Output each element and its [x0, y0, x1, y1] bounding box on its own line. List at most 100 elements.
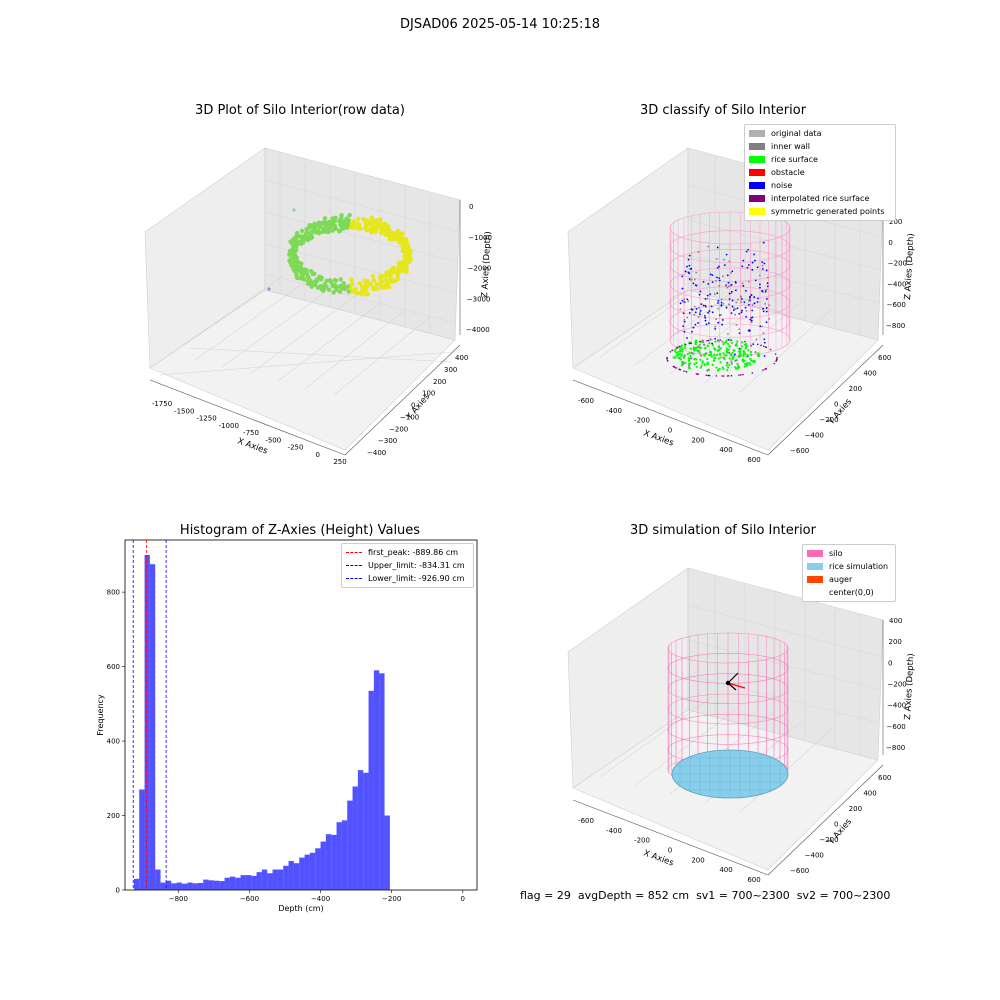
legend-swatch: [749, 156, 765, 163]
histogram-bar: [176, 882, 182, 890]
histogram-ytick: 600: [107, 663, 120, 671]
legend-line-swatch: [346, 552, 362, 553]
raw-floor-pane: [149, 289, 456, 451]
histogram-bar: [277, 869, 284, 890]
histogram-bar: [331, 834, 337, 890]
raw-grid: [159, 152, 460, 396]
legend-label: noise: [771, 181, 793, 190]
histogram-bars: [133, 554, 390, 890]
histogram-bar: [309, 852, 316, 890]
histogram-xlabel: Depth (cm): [278, 904, 323, 913]
sv2-value: sv2 = 700~2300: [796, 889, 891, 902]
z-tick-label: 200: [889, 218, 902, 226]
legend-label: silo: [829, 549, 843, 558]
legend-entry: symmetric generated points: [749, 205, 891, 218]
rice-simulation-mesh: [672, 750, 788, 798]
raw-3d-axes: -1750-1500-1250-1000 -750 -500 -250 0 250 400 3…: [144, 147, 493, 466]
histogram-bar: [272, 869, 278, 890]
legend-label: center(0,0): [829, 588, 874, 597]
legend-label: first_peak: -889.86 cm: [368, 548, 459, 557]
x-tick-label: -500: [265, 436, 281, 444]
legend-entry: rice simulation: [807, 560, 891, 573]
z-tick-label: 0: [888, 239, 892, 247]
legend-label: rice simulation: [829, 562, 889, 571]
simulation-3d-axes: -600-400-20002004006006004002000−200−400…: [567, 567, 916, 884]
histogram-xtick: −800: [169, 895, 188, 903]
z-tick-label: −200: [888, 260, 907, 268]
legend-swatch: [749, 182, 765, 189]
legend-label: auger: [829, 575, 853, 584]
z-tick-label: 200: [889, 638, 902, 646]
histogram-bar: [347, 800, 353, 890]
x-tick-label: 0: [668, 427, 672, 435]
classify-point-cloud: [666, 241, 778, 377]
legend-swatch: [807, 563, 823, 570]
histogram-bar: [187, 882, 193, 890]
histogram-ylabel: Frequency: [96, 694, 105, 736]
y-tick-label: −300: [378, 437, 397, 445]
histogram-ticks: −800 −600 −400 −200 0 0 200 400 600 800: [107, 589, 465, 903]
histogram-xtick: −400: [311, 895, 330, 903]
histogram-xtick: −600: [240, 895, 259, 903]
legend-swatch: [749, 143, 765, 150]
x-tick-label: -200: [634, 417, 650, 425]
legend-label: obstacle: [771, 168, 805, 177]
histogram-bar: [144, 554, 150, 890]
histogram-bar: [133, 878, 140, 890]
histogram-bar: [283, 865, 289, 890]
histogram-bar: [181, 883, 188, 890]
histogram-bar: [304, 854, 310, 890]
simulation-legend: silo rice simulation auger center(0,0): [802, 544, 896, 602]
histogram-bar: [299, 857, 305, 890]
legend-entry: silo: [807, 547, 891, 560]
x-tick-label: -1750: [152, 400, 172, 408]
auger-marker: [725, 672, 746, 691]
status-footer: flag = 29 avgDepth = 852 cm sv1 = 700~23…: [520, 889, 890, 902]
y-tick-label: −400: [367, 449, 386, 457]
legend-entry: obstacle: [749, 166, 891, 179]
legend-entry: inner wall: [749, 140, 891, 153]
y-tick-label: 200: [849, 385, 862, 393]
y-tick-label: −400: [805, 852, 824, 860]
classify-zlabel: Z Axies (Depth): [903, 233, 916, 300]
z-tick-label: −2000: [468, 265, 492, 273]
x-tick-label: -1250: [196, 415, 216, 423]
legend-label: symmetric generated points: [771, 207, 885, 216]
simulation-zlabel: Z Axies (Depth): [903, 653, 916, 720]
histogram-bar: [256, 872, 262, 890]
x-tick-label: -600: [578, 397, 594, 405]
z-tick-label: 0: [469, 203, 473, 211]
z-tick-label: 0: [888, 659, 892, 667]
x-tick-label: 600: [747, 876, 760, 884]
x-tick-label: 200: [691, 856, 704, 864]
classify-legend: original data inner wall rice surface obsta…: [744, 124, 896, 221]
raw-point-cloud: [267, 208, 413, 297]
legend-label: inner wall: [771, 142, 811, 151]
legend-label: interpolated rice surface: [771, 194, 870, 203]
y-tick-label: −600: [790, 867, 809, 875]
y-tick-label: 400: [863, 790, 876, 798]
x-tick-label: -750: [243, 429, 259, 437]
z-tick-label: −400: [887, 702, 906, 710]
histogram-bar: [229, 876, 236, 890]
histogram-bar: [368, 690, 374, 890]
histogram-xtick: 0: [461, 895, 465, 903]
y-tick-label: 200: [433, 378, 446, 386]
legend-swatch: [749, 208, 765, 215]
legend-swatch: [749, 130, 765, 137]
y-tick-label: 600: [878, 774, 891, 782]
classify-ylabel: Y Axies: [826, 397, 854, 428]
classify-tick-labels: -600-400-20002004006006004002000−200−400…: [578, 218, 907, 464]
y-tick-label: 400: [455, 354, 468, 362]
x-tick-label: -250: [288, 444, 304, 452]
x-tick-label: -600: [578, 817, 594, 825]
histogram-bar: [288, 860, 294, 890]
y-tick-label: 0: [834, 821, 838, 829]
legend-swatch: [807, 550, 823, 557]
y-tick-label: −600: [790, 447, 809, 455]
y-tick-label: 100: [422, 390, 435, 398]
histogram-bar: [384, 815, 390, 890]
x-tick-label: -1500: [174, 407, 194, 415]
y-tick-label: 0: [411, 402, 415, 410]
legend-swatch: [749, 169, 765, 176]
